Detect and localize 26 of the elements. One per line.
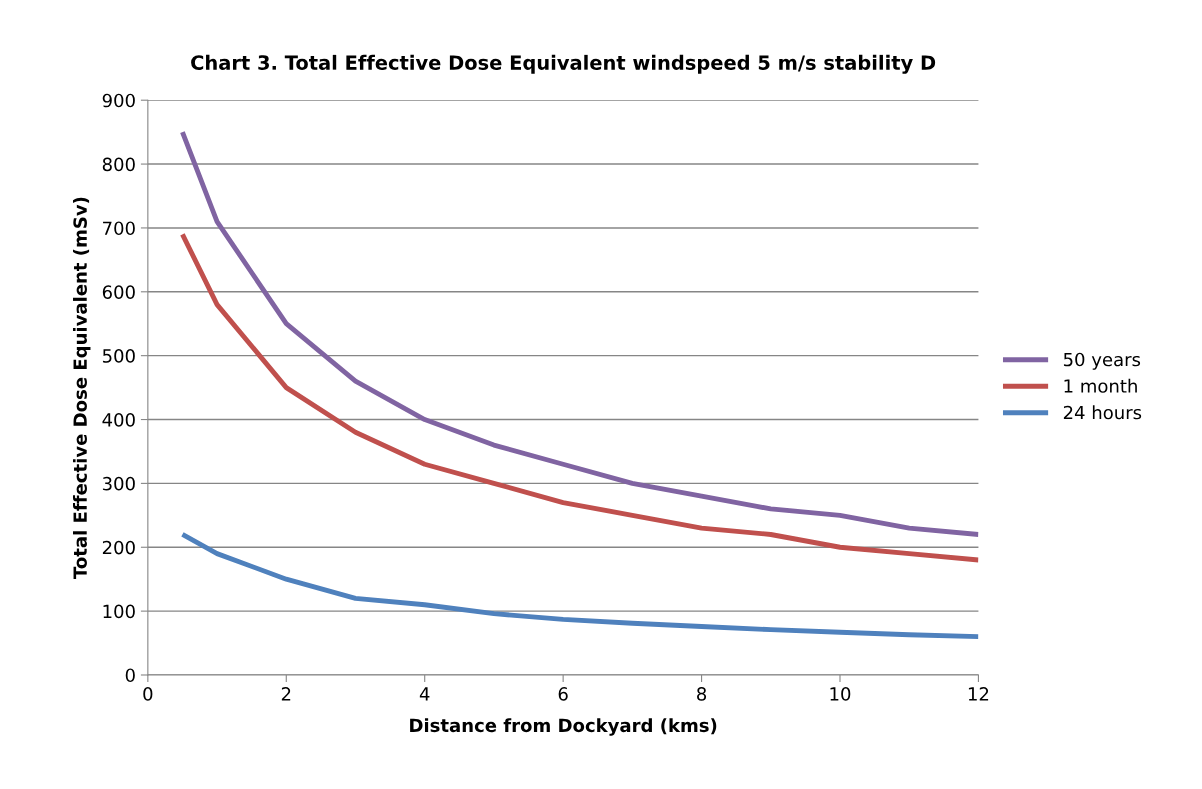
- y-tick-label: 500: [102, 349, 135, 363]
- x-tick-label: 6: [558, 687, 568, 701]
- x-tick-label: 2: [281, 687, 291, 701]
- y-axis-title: Total Effective Dose Equivalent (mSv): [72, 197, 91, 579]
- x-tick-label: 8: [697, 687, 707, 701]
- y-tick-label: 100: [103, 604, 135, 619]
- x-tick-label: 0: [143, 687, 153, 701]
- line-series: [180, 231, 979, 563]
- y-tick-label: 600: [102, 285, 135, 299]
- legend-label: 24 hours: [1063, 405, 1142, 420]
- legend-label: 1 month: [1064, 378, 1137, 393]
- y-tick-label: 700: [103, 221, 135, 236]
- x-axis-title: Distance from Dockyard (kms): [410, 718, 717, 736]
- y-tick-label: 300: [102, 476, 135, 491]
- line-series: [180, 129, 979, 537]
- y-tick-label: 800: [102, 157, 135, 172]
- x-tick-label: 4: [419, 687, 430, 701]
- legend-label: 50 years: [1063, 352, 1141, 370]
- y-tick-label: 900: [102, 93, 135, 108]
- y-tick-label: 200: [102, 540, 135, 555]
- x-tick-label: 10: [830, 687, 851, 701]
- line-series: [180, 532, 979, 640]
- y-tick-label: 0: [125, 668, 135, 683]
- x-tick-label: 12: [968, 687, 989, 701]
- chart-title: Chart 3. Total Effective Dose Equivalent windspeed 5 m/s stability D: [191, 54, 936, 74]
- y-tick-label: 400: [102, 412, 135, 427]
